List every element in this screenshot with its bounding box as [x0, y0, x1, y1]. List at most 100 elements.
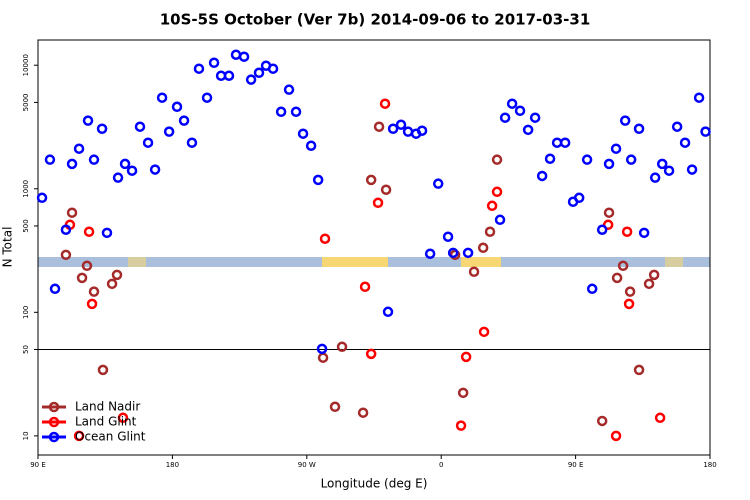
point — [442, 231, 454, 242]
point — [73, 430, 85, 442]
chart-title: 10S-5S October (Ver 7b) 2014-09-06 to 20… — [160, 11, 591, 29]
point — [88, 154, 100, 165]
point — [625, 154, 637, 165]
point — [700, 126, 711, 137]
point — [649, 172, 661, 183]
x-axis-label: Longitude (deg E) — [321, 477, 428, 491]
point — [111, 269, 123, 281]
point — [312, 174, 324, 186]
legend-label: Land Glint — [75, 415, 137, 429]
point — [186, 137, 198, 148]
point — [460, 351, 472, 363]
point — [372, 197, 384, 209]
point — [514, 105, 526, 117]
point — [693, 92, 705, 103]
point — [477, 242, 489, 254]
point — [297, 128, 309, 139]
point — [66, 207, 78, 218]
point — [66, 158, 78, 170]
point — [447, 247, 459, 259]
legend-marker — [48, 431, 60, 443]
point — [317, 352, 329, 363]
point — [223, 70, 235, 81]
point — [457, 387, 469, 399]
point — [522, 124, 534, 136]
point — [610, 430, 622, 442]
point — [623, 298, 635, 310]
point — [494, 214, 506, 226]
point — [380, 184, 392, 195]
point — [290, 106, 302, 118]
point — [491, 186, 503, 198]
y-tick-label: 100 — [22, 306, 30, 319]
point — [619, 115, 631, 126]
point — [624, 286, 636, 297]
point — [468, 266, 480, 277]
point — [654, 412, 666, 424]
point — [36, 192, 48, 204]
point — [643, 278, 655, 290]
point — [267, 63, 279, 74]
point — [638, 227, 650, 239]
point — [73, 143, 85, 154]
point — [478, 326, 490, 338]
point — [617, 260, 629, 272]
point — [686, 164, 698, 175]
point — [253, 67, 265, 79]
point — [603, 207, 615, 218]
point — [230, 49, 242, 60]
point — [357, 407, 369, 418]
y-tick-label: 10000 — [22, 54, 30, 76]
point — [402, 126, 414, 137]
point — [603, 158, 615, 170]
point — [424, 248, 436, 259]
point — [97, 364, 109, 376]
y-tick-label: 500 — [22, 219, 30, 232]
x-tick-label: 90 E — [568, 461, 584, 469]
point — [283, 84, 295, 95]
x-tick-label: 90 W — [298, 461, 316, 469]
point — [462, 247, 474, 259]
point — [573, 192, 585, 204]
point — [559, 137, 571, 148]
point — [633, 123, 645, 135]
point — [119, 158, 131, 170]
point — [491, 154, 503, 165]
point — [156, 92, 168, 103]
point — [679, 137, 691, 148]
point — [455, 420, 467, 431]
point — [536, 170, 548, 182]
point — [117, 412, 129, 424]
point — [610, 143, 622, 154]
y-tick-label: 1000 — [22, 180, 30, 198]
point — [621, 226, 633, 237]
point — [365, 174, 377, 186]
point — [379, 98, 391, 109]
legend-marker — [48, 416, 60, 428]
point — [544, 153, 556, 164]
point — [112, 172, 124, 183]
point — [245, 74, 257, 85]
point — [44, 154, 56, 165]
point — [106, 278, 118, 290]
point — [142, 137, 154, 148]
point — [336, 341, 348, 353]
point — [633, 364, 645, 376]
point — [193, 63, 205, 74]
y-tick-label: 5000 — [22, 93, 30, 111]
point — [581, 154, 593, 165]
x-tick-label: 0 — [439, 461, 443, 469]
point — [395, 119, 407, 130]
point — [275, 106, 287, 118]
map-strip — [38, 257, 710, 267]
point — [316, 343, 328, 355]
legend-label: Ocean Glint — [75, 430, 146, 444]
y-tick-label: 10 — [22, 431, 30, 440]
point — [416, 125, 428, 136]
point — [329, 401, 341, 413]
point — [86, 298, 98, 310]
point — [81, 260, 93, 272]
point — [101, 227, 113, 239]
point — [602, 219, 614, 231]
